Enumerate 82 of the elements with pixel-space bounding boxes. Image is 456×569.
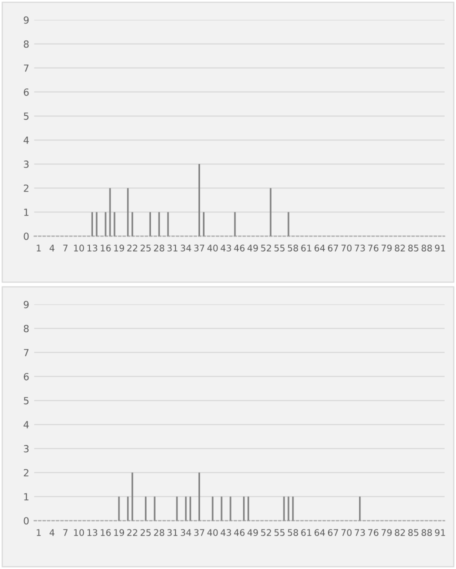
y-tick-label: 9: [24, 16, 29, 24]
x-tick-label: 76: [368, 244, 378, 252]
x-tick-label: 13: [87, 529, 98, 536]
x-tick-label: 52: [261, 244, 272, 252]
x-tick-label: 10: [74, 529, 84, 536]
x-tick-label: 34: [180, 244, 192, 252]
y-tick-label: 9: [24, 300, 29, 308]
x-tick-label: 16: [100, 529, 111, 536]
x-tick-label: 40: [207, 244, 218, 252]
x-tick-label: 28: [154, 529, 164, 536]
y-tick-label: 6: [24, 372, 29, 380]
y-tick-label: 8: [24, 40, 29, 48]
x-tick-label: 43: [220, 244, 232, 252]
y-tick-label: 7: [24, 349, 29, 356]
x-tick-label: 91: [434, 244, 446, 252]
x-tick-label: 22: [127, 529, 138, 536]
x-tick-label: 28: [154, 244, 164, 252]
y-tick-label: 0: [24, 232, 29, 240]
x-tick-label: 76: [368, 529, 378, 536]
x-tick-label: 67: [328, 529, 338, 536]
y-tick-label: 0: [24, 517, 29, 524]
x-tick-label: 55: [274, 529, 285, 536]
x-tick-label: 37: [194, 529, 204, 536]
x-tick-label: 85: [408, 529, 418, 536]
y-tick-label: 2: [24, 184, 28, 192]
x-tick-label: 22: [127, 244, 138, 252]
x-tick-label: 88: [422, 244, 432, 252]
x-tick-label: 82: [394, 244, 405, 252]
x-tick-label: 25: [140, 244, 151, 252]
y-tick-label: 6: [24, 88, 29, 96]
x-tick-label: 73: [354, 529, 365, 536]
x-tick-label: 64: [314, 244, 325, 252]
y-tick-label: 1: [24, 493, 28, 500]
x-tick-label: 52: [261, 529, 272, 536]
x-tick-label: 4: [50, 529, 54, 536]
y-tick-label: 3: [24, 160, 29, 168]
x-tick-label: 79: [382, 244, 392, 252]
y-tick-label: 3: [24, 445, 29, 452]
x-tick-label: 73: [354, 244, 365, 252]
x-tick-label: 70: [341, 244, 352, 252]
x-tick-label: 46: [234, 244, 245, 252]
x-tick-label: 37: [194, 244, 204, 252]
y-tick-label: 5: [24, 112, 28, 120]
x-tick-label: 1: [36, 529, 41, 536]
y-tick-label: 1: [24, 208, 28, 216]
x-tick-label: 49: [247, 529, 258, 536]
x-tick-label: 7: [63, 529, 68, 536]
x-tick-label: 19: [114, 529, 124, 536]
x-tick-label: 67: [328, 244, 338, 252]
x-tick-label: 1: [36, 244, 41, 252]
x-tick-label: 64: [314, 529, 325, 536]
y-tick-label: 4: [24, 136, 29, 144]
x-tick-label: 10: [74, 244, 84, 252]
x-tick-label: 19: [114, 244, 124, 252]
x-tick-label: 13: [87, 244, 98, 252]
x-tick-label: 46: [234, 529, 245, 536]
y-tick-label: 8: [24, 324, 29, 332]
x-tick-label: 85: [408, 244, 418, 252]
x-tick-label: 79: [382, 529, 392, 536]
x-tick-label: 58: [288, 244, 298, 252]
y-tick-label: 2: [24, 469, 28, 476]
x-tick-label: 91: [434, 529, 446, 536]
x-tick-label: 31: [167, 529, 178, 536]
y-tick-label: 4: [24, 421, 29, 428]
x-tick-label: 70: [341, 529, 352, 536]
x-tick-label: 4: [50, 244, 54, 252]
y-tick-label: 7: [24, 64, 29, 72]
x-tick-label: 43: [220, 529, 232, 536]
x-tick-label: 49: [247, 244, 258, 252]
x-tick-label: 82: [394, 529, 405, 536]
x-tick-label: 7: [63, 244, 68, 252]
x-tick-label: 55: [274, 244, 285, 252]
x-tick-label: 16: [100, 244, 111, 252]
x-tick-label: 88: [422, 529, 432, 536]
x-tick-label: 61: [301, 244, 312, 252]
y-tick-label: 5: [24, 397, 28, 404]
x-tick-label: 34: [180, 529, 192, 536]
x-tick-label: 58: [288, 529, 298, 536]
x-tick-label: 25: [140, 529, 151, 536]
x-tick-label: 61: [301, 529, 312, 536]
x-tick-label: 31: [167, 244, 178, 252]
x-tick-label: 40: [207, 529, 218, 536]
